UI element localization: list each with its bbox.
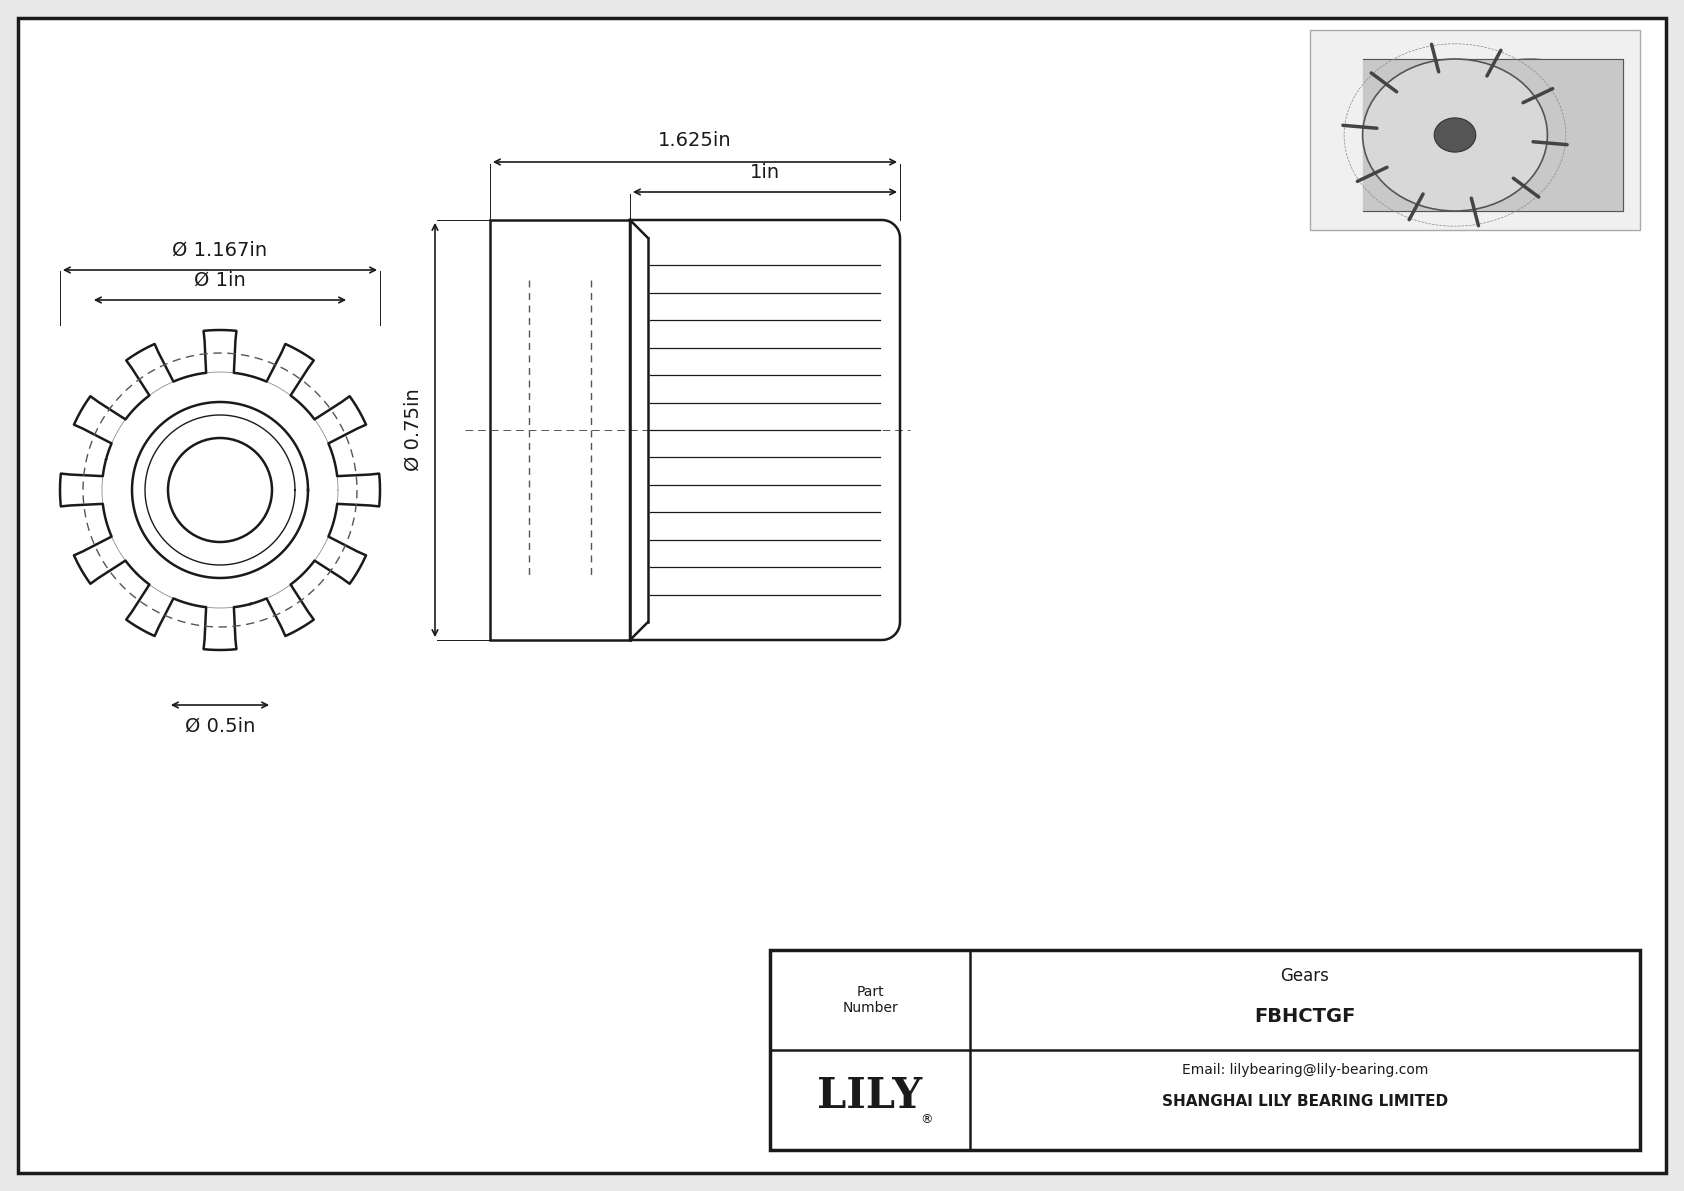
Circle shape: [168, 438, 273, 542]
Text: 1in: 1in: [749, 163, 780, 182]
Ellipse shape: [1438, 60, 1623, 211]
Text: Email: lilybearing@lily-bearing.com: Email: lilybearing@lily-bearing.com: [1182, 1064, 1428, 1077]
Text: Ø 1in: Ø 1in: [194, 272, 246, 289]
Text: LILY: LILY: [817, 1075, 923, 1117]
Bar: [1310, 30, 1640, 230]
Polygon shape: [61, 330, 381, 650]
Polygon shape: [1362, 60, 1623, 211]
Ellipse shape: [1362, 60, 1548, 211]
Ellipse shape: [1435, 118, 1475, 152]
Text: Ø 0.5in: Ø 0.5in: [185, 717, 256, 736]
Text: Ø 1.167in: Ø 1.167in: [172, 241, 268, 260]
Text: 1.625in: 1.625in: [658, 131, 733, 150]
Bar: [490, 220, 630, 640]
Polygon shape: [630, 220, 899, 640]
Bar: [770, 950, 1640, 1151]
Text: Ø 0.75in: Ø 0.75in: [404, 388, 423, 472]
Text: FBHCTGF: FBHCTGF: [1255, 1006, 1356, 1025]
Text: Part
Number: Part Number: [842, 985, 898, 1015]
Text: Gears: Gears: [1280, 967, 1329, 985]
Text: SHANGHAI LILY BEARING LIMITED: SHANGHAI LILY BEARING LIMITED: [1162, 1095, 1448, 1110]
Text: ®: ®: [919, 1114, 933, 1127]
